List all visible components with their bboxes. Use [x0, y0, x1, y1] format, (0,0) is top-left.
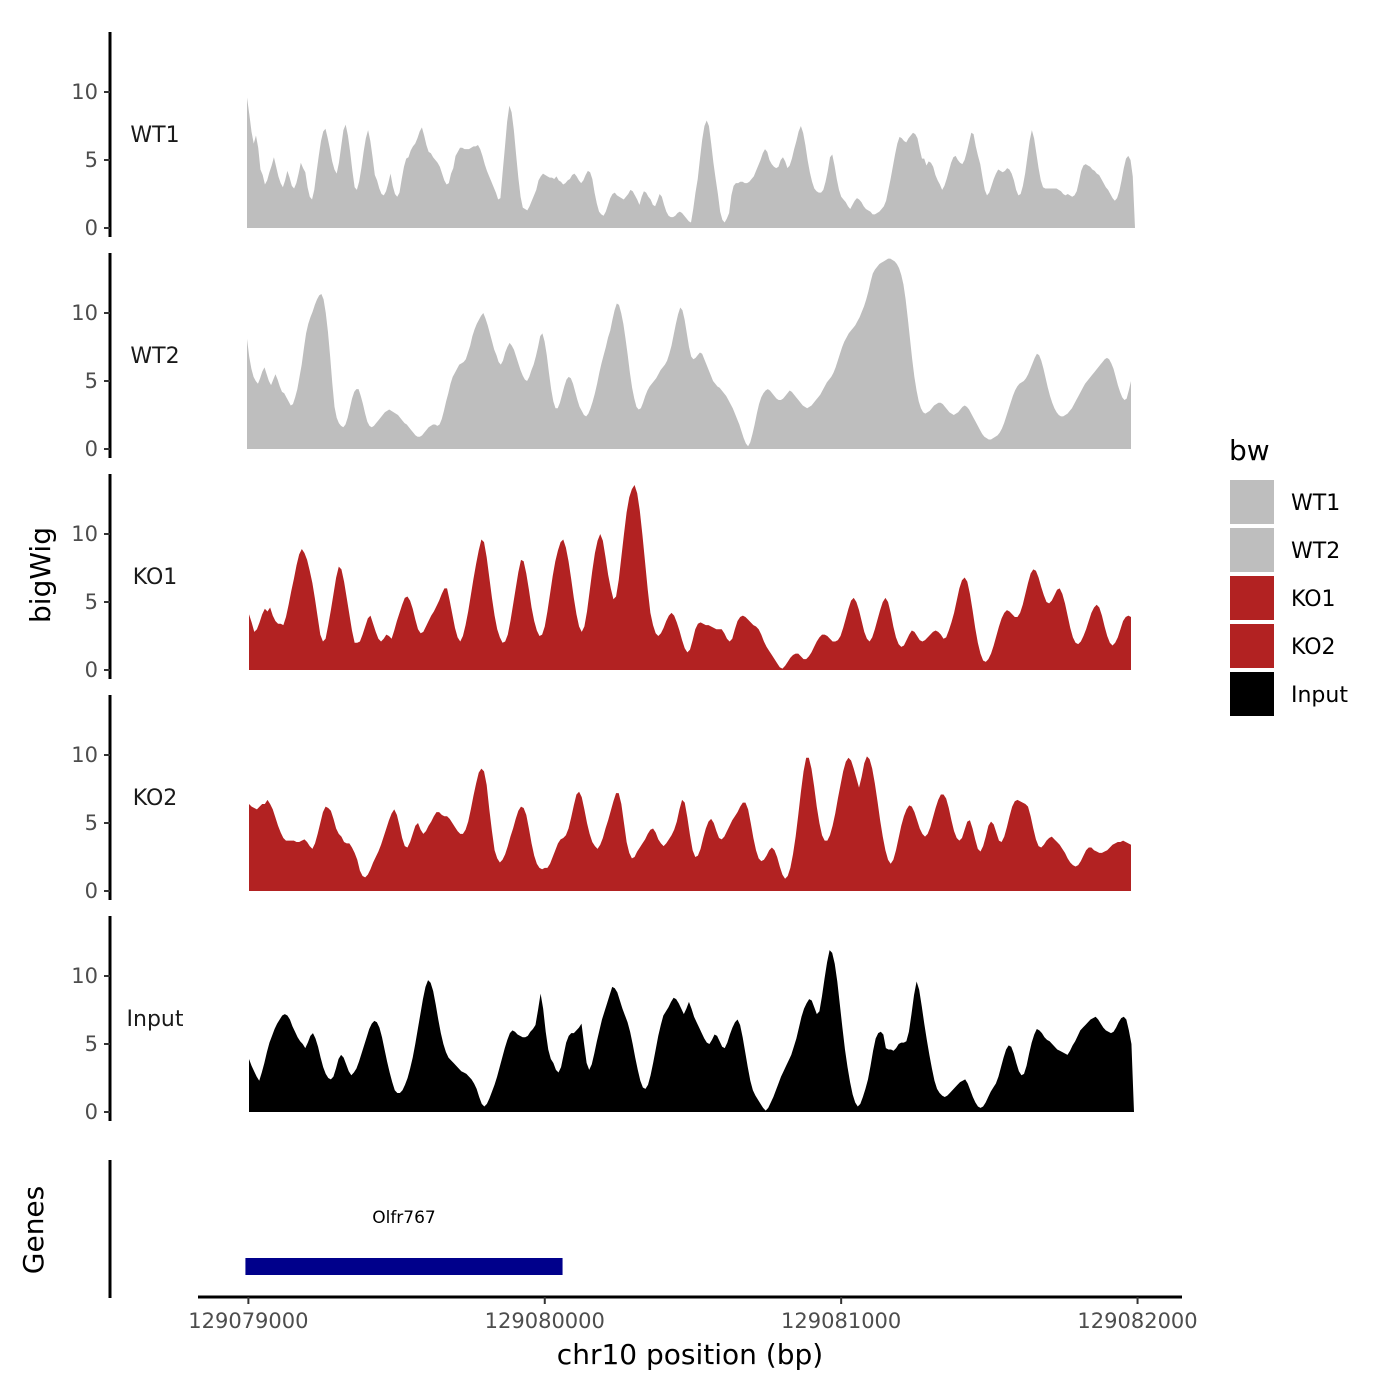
- y-axis-title: bigWig: [24, 527, 57, 623]
- signal-area-wt1: [247, 97, 1135, 228]
- legend-items: WT1 WT2 KO1 KO2 Input: [1230, 480, 1348, 716]
- legend-key-ko2: [1230, 624, 1274, 668]
- x-ticks: 129079000 129080000 129081000 129082000: [188, 1297, 1198, 1333]
- track-label-wt2: WT2: [130, 344, 179, 369]
- legend-key-input: [1230, 672, 1274, 716]
- legend-title: bw: [1229, 434, 1270, 467]
- legend: bw WT1 WT2 KO1 KO2 Input: [1229, 434, 1348, 716]
- track-label-ko1: KO1: [133, 565, 178, 590]
- x-tick-label: 129081000: [781, 1309, 901, 1333]
- y-tick-label: 5: [85, 590, 98, 614]
- y-tick-label: 5: [85, 811, 98, 835]
- y-tick-label: 0: [85, 1100, 98, 1124]
- track-wt2: 0 5 10 WT2: [71, 253, 1131, 461]
- legend-label-ko2: KO2: [1291, 635, 1336, 660]
- signal-area-ko1: [249, 485, 1131, 670]
- track-label-ko2: KO2: [133, 786, 178, 811]
- gene-label: Olfr767: [372, 1208, 436, 1228]
- signal-area-wt2: [247, 258, 1131, 449]
- y-tick-label: 10: [71, 522, 98, 546]
- track-ko1: 0 5 10 KO1: [71, 474, 1131, 682]
- y-tick-label: 0: [85, 216, 98, 240]
- y-tick-label: 5: [85, 369, 98, 393]
- x-axis-title: chr10 position (bp): [557, 1338, 823, 1371]
- legend-label-wt1: WT1: [1291, 491, 1340, 516]
- x-tick-label: 129080000: [485, 1309, 605, 1333]
- genes-panel-label: Genes: [17, 1186, 50, 1274]
- signal-area-input: [249, 950, 1134, 1112]
- track-ko2: 0 5 10 KO2: [71, 695, 1131, 903]
- signal-area-ko2: [249, 756, 1131, 891]
- x-tick-label: 129082000: [1077, 1309, 1197, 1333]
- x-tick-label: 129079000: [188, 1309, 308, 1333]
- x-axis: 129079000 129080000 129081000 129082000 chr…: [188, 1295, 1198, 1371]
- y-tick-label: 0: [85, 879, 98, 903]
- legend-key-wt2: [1230, 528, 1274, 572]
- legend-key-wt1: [1230, 480, 1274, 524]
- track-label-wt1: WT1: [130, 123, 179, 148]
- legend-label-input: Input: [1291, 683, 1348, 708]
- gene-bar: [245, 1258, 563, 1275]
- legend-label-ko1: KO1: [1291, 587, 1336, 612]
- tracks-group: 0 5 10 WT1 0 5 10 WT2 0 5 10 KO1 0 5 10 KO2 0 5 10 Input: [71, 32, 1135, 1124]
- y-tick-label: 10: [71, 743, 98, 767]
- y-tick-label: 0: [85, 437, 98, 461]
- track-wt1: 0 5 10 WT1: [71, 32, 1135, 240]
- y-tick-label: 5: [85, 148, 98, 172]
- y-tick-label: 5: [85, 1032, 98, 1056]
- y-tick-label: 0: [85, 658, 98, 682]
- y-tick-label: 10: [71, 964, 98, 988]
- legend-label-wt2: WT2: [1291, 539, 1340, 564]
- y-tick-label: 10: [71, 301, 98, 325]
- gene-shapes: Olfr767: [245, 1208, 563, 1275]
- genes-panel: Olfr767 Genes: [17, 1160, 563, 1298]
- track-label-input: Input: [127, 1007, 184, 1032]
- y-tick-label: 10: [71, 80, 98, 104]
- legend-key-ko1: [1230, 576, 1274, 620]
- track-input: 0 5 10 Input: [71, 916, 1134, 1124]
